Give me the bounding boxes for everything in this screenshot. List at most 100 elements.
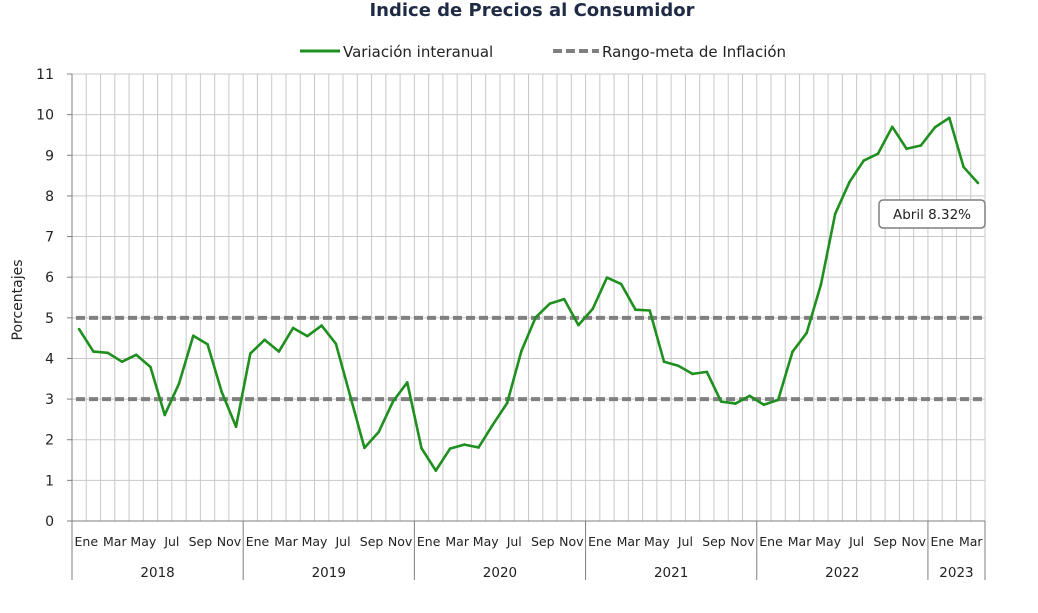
- x-tick-label: Jul: [335, 534, 351, 549]
- inflation-point: [534, 316, 537, 319]
- y-axis-label: Porcentajes: [10, 259, 26, 340]
- x-tick-label: Sep: [531, 534, 555, 549]
- y-tick-label: 6: [45, 270, 54, 286]
- inflation-point: [306, 334, 309, 338]
- inflation-point: [705, 370, 709, 374]
- inflation-point: [191, 334, 195, 337]
- inflation-point: [634, 308, 637, 311]
- inflation-point: [434, 469, 438, 472]
- y-tick-label: 5: [45, 311, 54, 327]
- inflation-point: [391, 400, 395, 403]
- inflation-point: [163, 413, 167, 417]
- inflation-point: [149, 365, 152, 369]
- inflation-point: [962, 165, 965, 169]
- inflation-point: [876, 152, 880, 155]
- x-tick-label: Mar: [617, 534, 641, 549]
- y-tick-labels: 0 1 2 3 4 5 6 7 8 9 10 11: [36, 67, 54, 530]
- x-tick-label: Jul: [506, 534, 522, 549]
- x-tick-label: Nov: [217, 534, 242, 549]
- y-tick-label: 4: [45, 351, 54, 367]
- inflation-point: [734, 402, 737, 405]
- x-tick-label: Mar: [959, 534, 983, 549]
- y-tick-label: 9: [45, 148, 54, 164]
- inflation-point: [919, 144, 923, 147]
- inflation-point: [92, 350, 95, 353]
- y-tick-label: 10: [36, 108, 54, 124]
- legend: Variación interanual Rango-meta de Infla…: [300, 43, 786, 61]
- y-tick-label: 1: [45, 473, 54, 489]
- inflation-point: [477, 446, 480, 449]
- inflation-point: [748, 394, 751, 398]
- inflation-point: [591, 307, 594, 311]
- inflation-point: [890, 125, 894, 129]
- x-tick-labels: Ene Mar May Jul Sep Nov Ene Mar May Jul Sep Nov Ene M…: [75, 534, 984, 549]
- x-tick-label: Ene: [75, 534, 99, 549]
- x-tick-label: May: [130, 534, 156, 549]
- year-label: 2019: [312, 565, 346, 581]
- inflation-point: [348, 394, 352, 398]
- x-tick-label: Sep: [189, 534, 213, 549]
- inflation-point: [420, 446, 423, 450]
- inflation-point: [220, 390, 224, 394]
- y-tick-label: 3: [45, 392, 54, 408]
- x-tick-label: Jul: [848, 534, 864, 549]
- inflation-point: [819, 283, 823, 286]
- inflation-point: [234, 425, 238, 429]
- inflation-point: [448, 447, 452, 450]
- inflation-point: [676, 364, 680, 368]
- inflation-point: [106, 351, 109, 355]
- annotation-box: [878, 199, 986, 229]
- year-label: 2018: [140, 565, 174, 581]
- x-tick-label: Mar: [103, 534, 127, 549]
- x-tick-label: Sep: [873, 534, 897, 549]
- x-tick-label: Sep: [702, 534, 726, 549]
- x-tick-label: May: [473, 534, 499, 549]
- inflation-point: [334, 342, 338, 346]
- x-tick-label: Ene: [759, 534, 783, 549]
- x-tick-label: Mar: [788, 534, 812, 549]
- x-tick-label: Mar: [274, 534, 298, 549]
- inflation-point: [363, 446, 366, 450]
- inflation-point: [662, 360, 666, 364]
- inflation-point: [848, 180, 851, 184]
- inflation-point: [562, 297, 566, 301]
- inflation-point: [833, 212, 837, 216]
- inflation-point: [77, 327, 81, 331]
- inflation-point: [791, 350, 794, 354]
- inflation-point: [249, 352, 252, 355]
- inflation-point: [206, 342, 209, 346]
- x-tick-label: Ene: [930, 534, 954, 549]
- inflation-point: [976, 181, 980, 185]
- inflation-point: [463, 443, 466, 446]
- inflation-point: [605, 276, 609, 279]
- year-label: 2023: [939, 565, 973, 581]
- y-tick-label: 7: [45, 230, 54, 246]
- legend-label-target-range: Rango-meta de Inflación: [602, 43, 786, 61]
- inflation-point: [805, 331, 808, 335]
- y-tick-label: 2: [45, 433, 54, 449]
- inflation-point: [320, 324, 323, 327]
- x-tick-label: Nov: [559, 534, 584, 549]
- inflation-point: [762, 403, 766, 407]
- inflation-point: [548, 302, 552, 305]
- inflation-point: [776, 398, 780, 402]
- x-tick-label: Mar: [445, 534, 469, 549]
- x-tick-label: May: [644, 534, 670, 549]
- inflation-point: [619, 282, 623, 286]
- inflation-point: [948, 116, 951, 120]
- x-tick-label: Nov: [388, 534, 413, 549]
- inflation-point: [291, 326, 295, 330]
- inflation-point: [120, 360, 124, 364]
- y-tick-label: 0: [45, 514, 54, 530]
- inflation-point: [134, 353, 138, 357]
- y-tick-label: 11: [36, 67, 54, 83]
- inflation-point: [263, 338, 266, 342]
- x-tick-label: Ene: [246, 534, 270, 549]
- inflation-series: [77, 116, 980, 472]
- inflation-point: [177, 382, 181, 385]
- annotation-text: Abril 8.32%: [893, 207, 971, 223]
- year-label: 2021: [654, 565, 688, 581]
- inflation-point: [520, 349, 523, 353]
- inflation-line: [77, 116, 980, 472]
